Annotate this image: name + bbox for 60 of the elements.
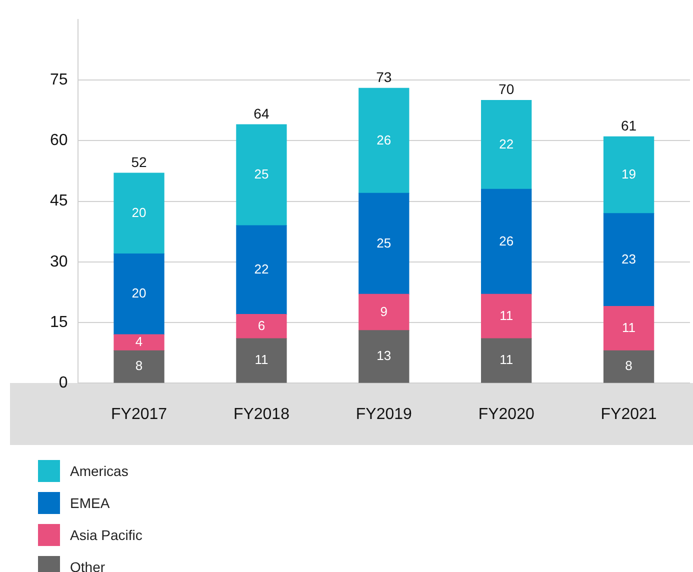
- data-label: 22: [254, 262, 269, 277]
- data-label: 20: [132, 286, 146, 301]
- y-tick-label: 60: [50, 132, 68, 150]
- data-label: 25: [254, 166, 269, 182]
- bar: [603, 350, 654, 383]
- data-label: 4: [135, 334, 143, 350]
- data-label: 20: [132, 204, 146, 220]
- legend-label: Other: [70, 559, 106, 572]
- y-tick-label: 75: [50, 72, 68, 89]
- bar: [603, 213, 654, 307]
- data-label: 22: [499, 136, 514, 152]
- x-tick-label: FY2018: [233, 406, 290, 424]
- total-label: 73: [376, 69, 392, 86]
- data-label: 11: [622, 320, 636, 336]
- bar: [603, 136, 654, 214]
- data-label: 8: [135, 358, 143, 374]
- bar: [481, 294, 532, 339]
- x-tick-label: FY2021: [600, 406, 657, 424]
- data-label: 26: [376, 132, 392, 148]
- bar: [236, 338, 287, 383]
- bar: [481, 100, 532, 190]
- legend-label: EMEA: [70, 495, 110, 511]
- data-label: 25: [376, 235, 392, 250]
- bar: [358, 88, 410, 194]
- y-tick-label: 0: [58, 374, 68, 392]
- y-tick-label: 30: [50, 253, 68, 270]
- data-label: 13: [376, 348, 392, 364]
- data-label: 11: [254, 352, 268, 368]
- bar: [114, 253, 164, 335]
- data-label: 11: [500, 308, 514, 323]
- data-label: 26: [499, 233, 514, 248]
- bar: [603, 306, 654, 352]
- bar: [114, 350, 164, 383]
- data-label: 6: [258, 318, 266, 334]
- bar: [236, 225, 287, 315]
- total-label: 52: [131, 154, 148, 170]
- legend-label: Asia Pacific: [70, 527, 142, 543]
- bar: [358, 192, 410, 294]
- y-tick-label: 15: [50, 314, 68, 331]
- bar: [114, 334, 164, 352]
- bar: [236, 314, 287, 339]
- data-label: 9: [380, 304, 388, 319]
- x-tick-label: FY2019: [356, 406, 412, 424]
- total-label: 64: [254, 105, 270, 122]
- total-label: 70: [498, 81, 514, 98]
- bar: [481, 338, 532, 383]
- data-label: 11: [500, 352, 514, 368]
- y-tick-label: 45: [50, 192, 68, 210]
- bar: [358, 330, 410, 383]
- x-tick-label: FY2020: [478, 406, 534, 424]
- bar: [358, 294, 410, 331]
- bar: [114, 172, 164, 254]
- x-tick-label: FY2017: [110, 406, 168, 424]
- data-label: 23: [622, 251, 636, 266]
- legend-label: Americas: [70, 463, 128, 479]
- data-label: 19: [622, 166, 636, 182]
- bar: [236, 124, 287, 226]
- data-label: 8: [625, 358, 632, 374]
- total-label: 61: [620, 118, 637, 134]
- bar: [481, 188, 532, 294]
